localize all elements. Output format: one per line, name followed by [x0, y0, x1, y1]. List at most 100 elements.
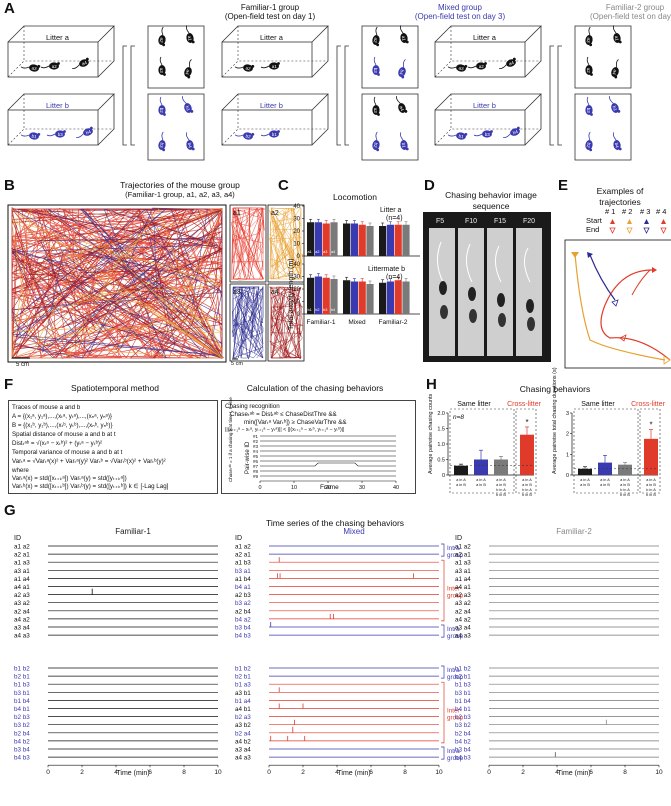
bar-x-label: b in A: [646, 488, 656, 492]
litter-a-chart-label: Litter a: [380, 207, 402, 214]
x-tick-label: 6: [369, 769, 373, 776]
pair-row-label: a1 a4: [455, 576, 471, 583]
y-axis-label: Average pairwise total chasing durations…: [552, 367, 558, 474]
y-tick-label: 3: [566, 411, 569, 417]
mouse-icon: a4: [396, 96, 408, 113]
x-axis-label: Time (min): [557, 770, 590, 777]
mouse-tail: [40, 65, 50, 69]
mouse-tail: [473, 133, 483, 137]
mouse-icon: a4: [499, 57, 516, 69]
frame-f5: F5: [436, 218, 445, 225]
mouse-icon: b2: [585, 131, 593, 152]
x-tick-label: 2: [301, 769, 305, 776]
mouse-label: a2: [159, 37, 165, 43]
topview-box: [147, 93, 205, 161]
recognition-line: Chaseₜᵃᵇ = Distₜᵃᵇ ≤ ChaseDistThre &&: [230, 411, 337, 418]
group-bracket: [441, 665, 445, 679]
mouse-tail: [260, 133, 270, 137]
frame-panel: [516, 228, 542, 356]
pair-row-label: b3 b4: [235, 625, 251, 632]
topview-box: [361, 93, 419, 161]
y-tick-label: 10: [293, 242, 300, 248]
pair-row-label: a2 a3: [455, 592, 471, 599]
trajectory-path: [11, 208, 223, 359]
frame-f10: F10: [465, 218, 478, 225]
traj-start: [652, 267, 657, 273]
pair-row-label: a3 a4: [14, 625, 30, 632]
formula-line: A = {(x₁ᵃ, y₁ᵃ),...,(xₜᵃ, yₜᵃ),...,(xₙᵃ,…: [12, 413, 112, 420]
mouse-icon: b1: [260, 130, 280, 138]
mouse-body: [400, 33, 408, 43]
mouse-tail: [467, 65, 477, 69]
same-litter-box: [449, 408, 515, 494]
bar-mouse-label: a4: [331, 250, 335, 254]
locomotion-bar: [386, 281, 394, 314]
bar-x-label: a in B: [476, 483, 486, 487]
topview-box: [574, 93, 632, 161]
subpanel-a3-label: a3: [233, 289, 241, 296]
n-label: n=8: [453, 414, 464, 421]
x-tick-label: 0: [46, 769, 50, 776]
pair-row-label: b4 b1: [455, 706, 471, 713]
x-axis-label: Time (min): [337, 770, 370, 777]
mouse-ear: [618, 147, 622, 151]
method-box: Traces of mouse a and b A = {(x₁ᵃ, y₁ᵃ),…: [8, 400, 218, 494]
column-title: Mixed: [343, 527, 364, 536]
column-title: Familiar-1: [115, 527, 151, 536]
mouse-body: [269, 62, 279, 70]
mouse-ear: [464, 132, 468, 136]
mouse-tail: [159, 96, 163, 106]
significance-star: *: [649, 421, 652, 430]
bar-x-label: a in A: [522, 478, 532, 482]
mouse-tail: [503, 133, 511, 138]
mouse-label: a1: [187, 35, 193, 41]
pair-row-label: b1 b4: [455, 698, 471, 705]
mouse-icon: a1: [185, 25, 195, 44]
locomotion-bar: [386, 224, 394, 256]
mouse-body: [243, 64, 253, 72]
x-tick-label: 10: [291, 485, 297, 491]
mouse-icon: b4: [503, 126, 520, 138]
trajectory-path: [269, 206, 304, 280]
mouse-body: [372, 65, 380, 75]
mouse-icon: b2: [234, 132, 255, 140]
mouse-ear: [251, 64, 255, 68]
bar-x-label: b in B: [522, 493, 532, 497]
mouse-label: b1: [31, 133, 37, 139]
group-bracket: [441, 559, 445, 622]
chasing-bar: [644, 438, 658, 475]
traj-end-label: End: [586, 225, 600, 234]
mouse-ear: [63, 130, 66, 133]
mouse-tail: [234, 66, 244, 69]
pair-row-label: b3 b4: [14, 747, 30, 754]
mouse-body: [482, 130, 492, 138]
mouse-body: [398, 67, 406, 77]
mouse-label: b4: [398, 69, 405, 76]
mouse-tail: [182, 96, 187, 104]
pair-row-label: a4 a1: [455, 584, 471, 591]
pair-row-label: a2 a3: [14, 592, 30, 599]
y-tick-label: 0: [297, 254, 301, 260]
bar-x-label: a in B: [580, 483, 590, 487]
mouse-body: [510, 128, 520, 136]
trajectory-path: [231, 286, 264, 361]
traj-path-4: [631, 269, 651, 296]
panel-h-title: Chasing behaviors: [519, 384, 591, 394]
pair-row-label: b1 b3: [14, 682, 30, 689]
mouse-tail: [161, 26, 164, 36]
pair-row-label: b2 b3: [455, 714, 471, 721]
bar-x-label: a in A: [646, 478, 656, 482]
mouse-ear: [376, 148, 380, 152]
mouse-tail: [399, 132, 404, 141]
mouse-blob: [497, 293, 505, 307]
pair-row-label: b4 b1: [14, 706, 30, 713]
trajectory-path: [269, 286, 304, 360]
trajectory-path: [11, 207, 224, 359]
bracket: [122, 45, 127, 146]
bar-x-label: a in A: [476, 478, 486, 482]
chasing-image-sequence: [423, 212, 551, 362]
pair-row-label: b3 b2: [14, 722, 30, 729]
mouse-body: [372, 140, 380, 150]
locomotion-bar: [358, 281, 366, 314]
mouse-body: [585, 140, 593, 150]
